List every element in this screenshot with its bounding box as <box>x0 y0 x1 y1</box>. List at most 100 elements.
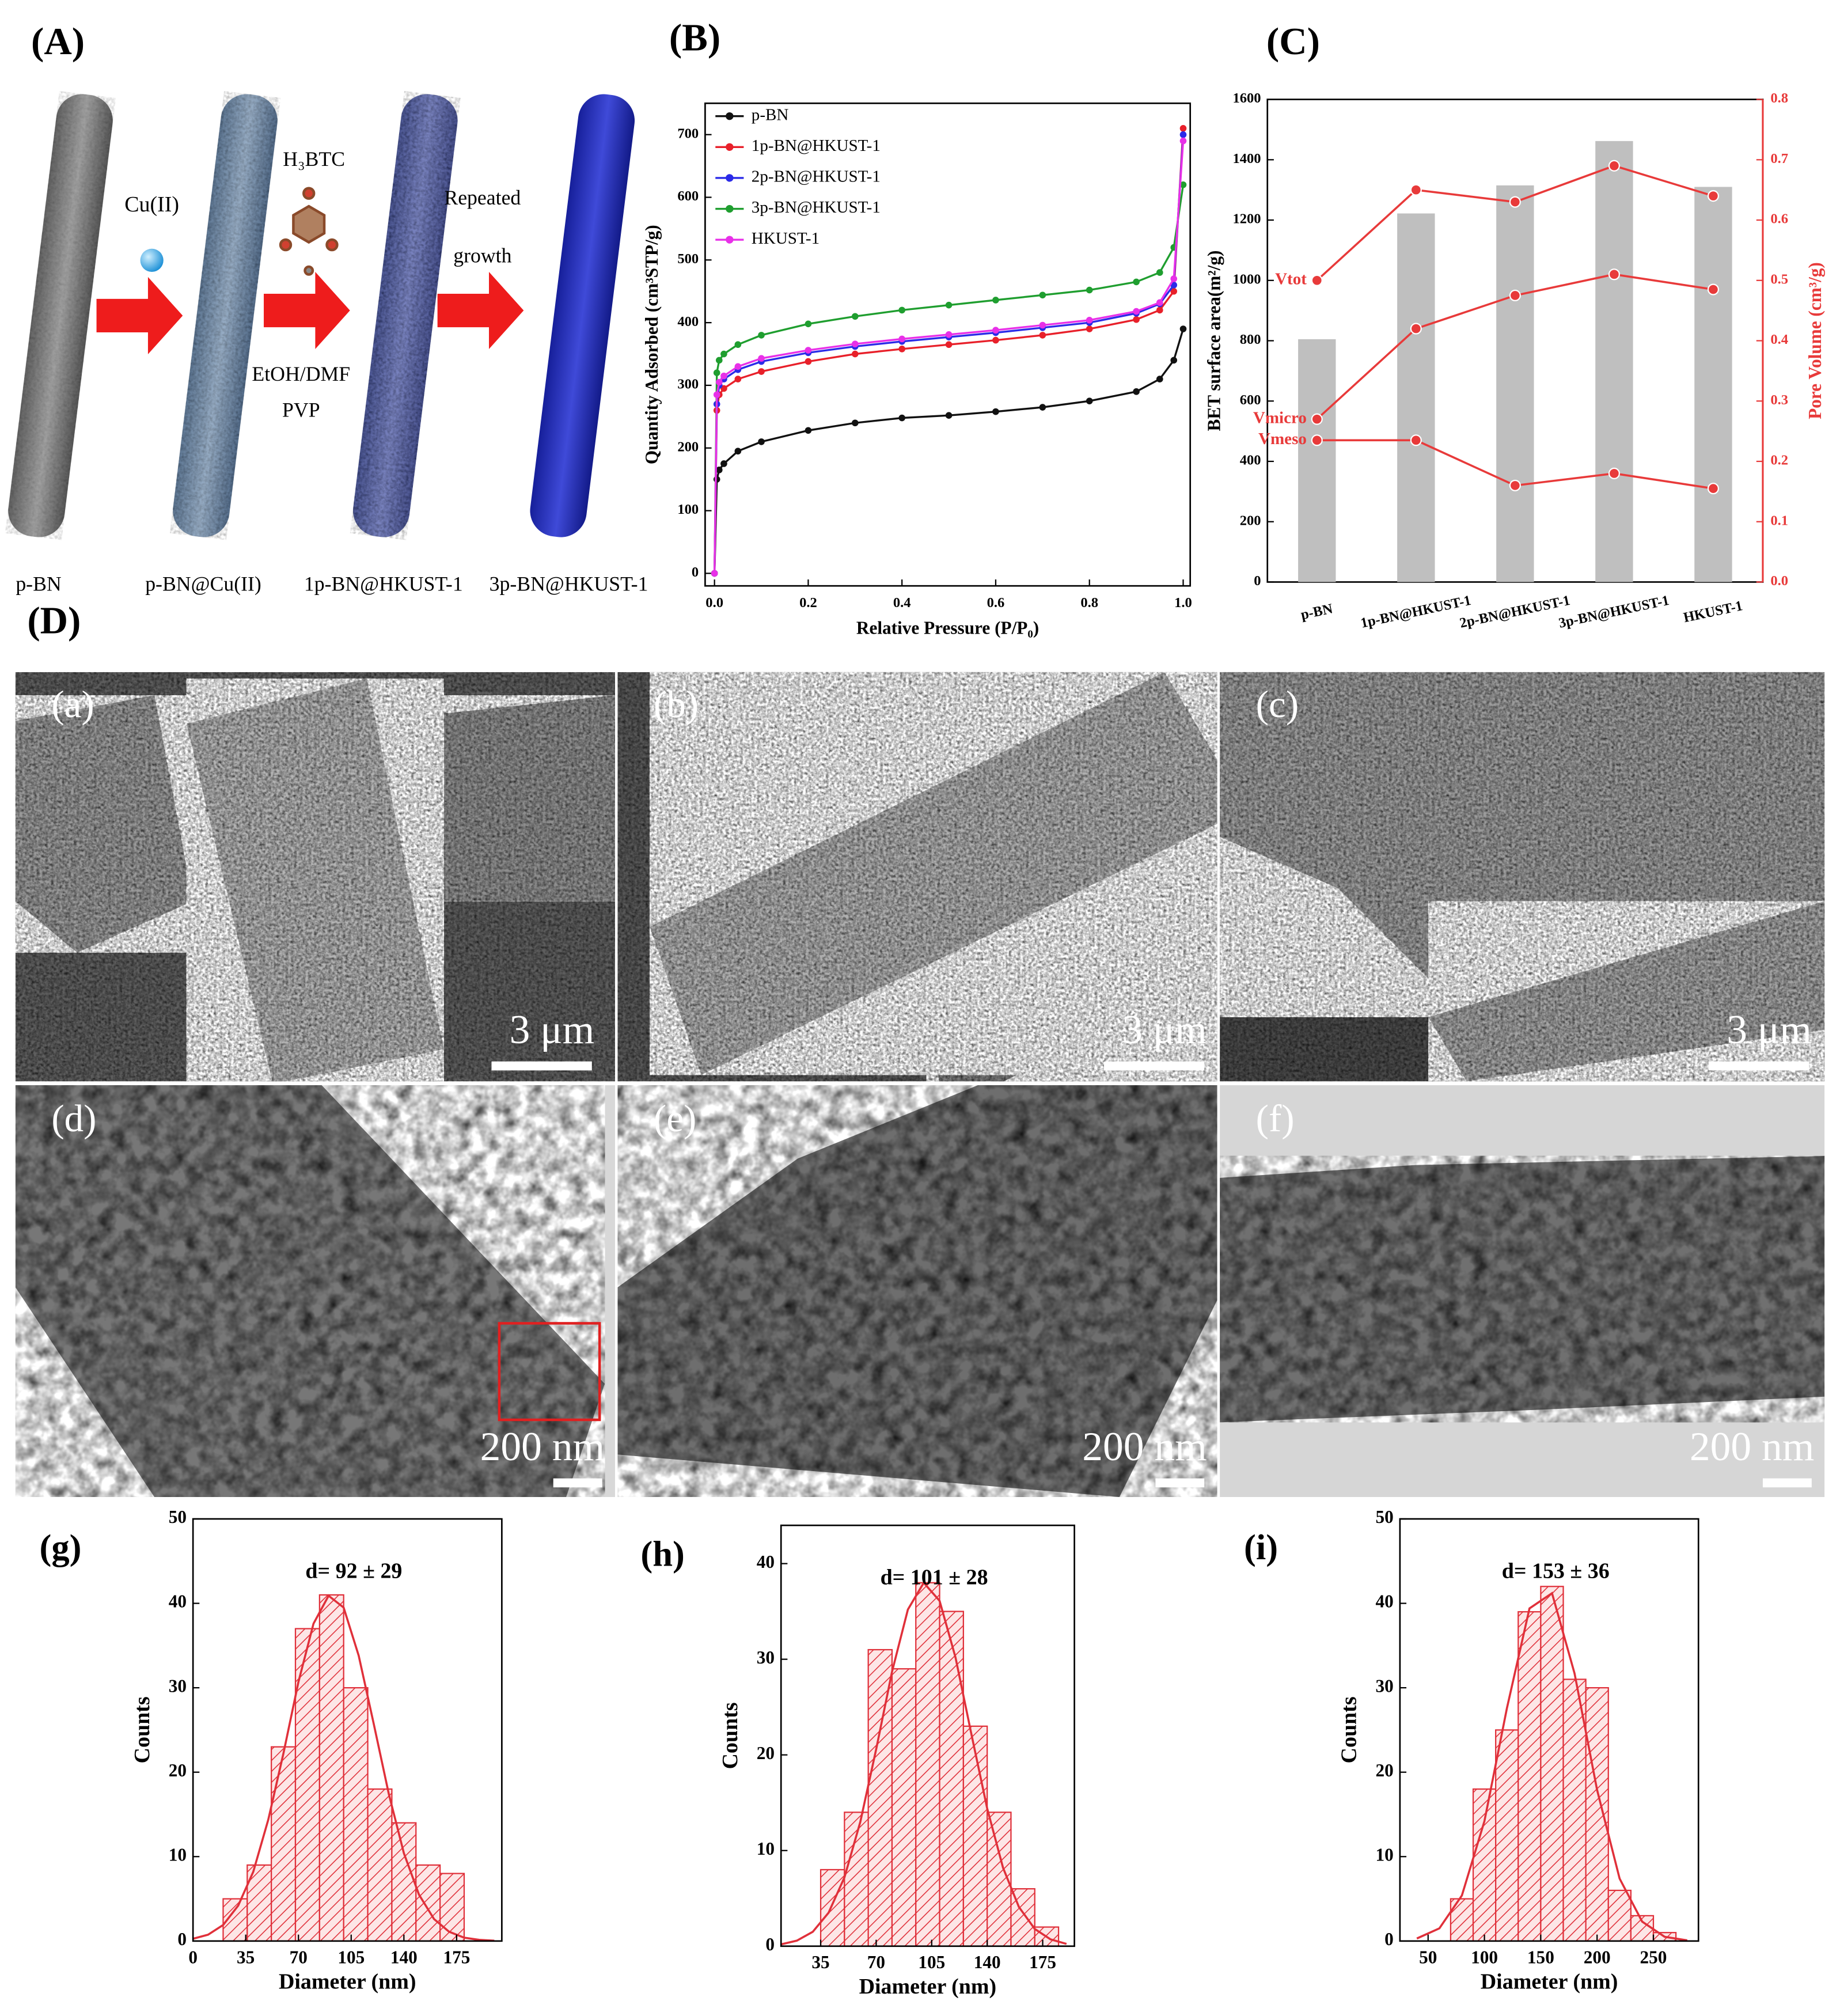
data-point <box>1156 306 1163 314</box>
panel-label: (h) <box>640 1533 684 1574</box>
histogram-bar <box>891 1668 917 1947</box>
y-tick-label: 10 <box>1375 1844 1393 1865</box>
rod <box>373 695 615 901</box>
rod <box>186 679 444 1082</box>
fit-curve <box>780 1581 1067 1946</box>
tile-label: (c) <box>1256 683 1299 726</box>
x-tick-label: 0.4 <box>893 595 911 611</box>
x-tick-label: p-BN <box>1299 601 1334 623</box>
tube-crystals <box>353 94 458 537</box>
tube-pores <box>173 94 278 537</box>
legend-label: 3p-BN@HKUST-1 <box>752 198 881 217</box>
x-tick-label: 140 <box>974 1952 1001 1972</box>
data-point <box>1039 321 1046 329</box>
stage-label: 1p-BN@HKUST-1 <box>304 572 463 595</box>
y-tick-label: 50 <box>1375 1507 1393 1527</box>
data-point <box>1156 269 1163 276</box>
y-tick-label: 1000 <box>1232 271 1261 287</box>
sem-image <box>1220 672 1825 1082</box>
data-point <box>851 350 859 358</box>
legend-marker <box>726 112 734 120</box>
y-tick-label: 40 <box>169 1591 187 1612</box>
legend-label: HKUST-1 <box>752 229 820 248</box>
data-point <box>945 412 953 419</box>
data-point <box>1086 316 1093 324</box>
y-axis-title: BET surface area(m²/g) <box>1204 251 1224 431</box>
chart: (h) 0 10 20 30 40 35 70 105 140 175 Diameter (nm) Co… <box>640 1524 1075 1999</box>
x-tick-label: 200 <box>1584 1947 1611 1967</box>
data-point <box>1156 376 1163 382</box>
y-tick-label: 20 <box>169 1760 187 1780</box>
histogram-bar <box>1517 1611 1542 1942</box>
y-tick-label: 700 <box>677 126 699 141</box>
tile-label: (f) <box>1256 1097 1295 1140</box>
y-tick-label: 50 <box>169 1507 187 1527</box>
y-tick-label: 400 <box>1240 453 1261 468</box>
data-point <box>1410 434 1422 446</box>
scale-bars <box>491 1061 1812 1488</box>
x-axis-title: Diameter (nm) <box>1481 1969 1618 1994</box>
data-point <box>1311 434 1323 446</box>
data-point <box>715 378 723 386</box>
data-point <box>1179 131 1187 138</box>
tube <box>173 94 278 537</box>
data-point <box>1179 181 1187 188</box>
data-point <box>1179 325 1187 332</box>
bar <box>1496 185 1534 582</box>
tem-image <box>15 1085 615 1498</box>
bar <box>1595 141 1633 582</box>
data-point <box>1170 275 1178 282</box>
y-tick-label: 0 <box>692 564 699 580</box>
data-point <box>992 408 999 415</box>
y2-tick-label: 0.0 <box>1770 573 1788 589</box>
y2-axis-title: Pore Volume (cm³/g) <box>1805 262 1825 419</box>
y2-tick-label: 0.8 <box>1770 90 1788 106</box>
y-tick-label: 1400 <box>1232 151 1261 166</box>
y-tick-label: 30 <box>1375 1676 1393 1696</box>
data-point <box>1179 137 1187 145</box>
rod <box>1428 901 1825 1082</box>
histogram-bar <box>271 1746 297 1942</box>
series-label: Vtot <box>1275 270 1307 288</box>
data-point <box>720 385 727 392</box>
y-tick-label: 100 <box>677 502 699 517</box>
tem-image <box>1220 1085 1825 1498</box>
data-point <box>805 358 812 365</box>
annotation: d= 92 ± 29 <box>305 1559 402 1583</box>
histogram-bar <box>343 1687 369 1942</box>
data-point <box>1707 283 1719 295</box>
x-axis-title: Diameter (nm) <box>859 1975 997 1999</box>
histogram-bar <box>962 1725 988 1947</box>
stage-label: p-BN@Cu(II) <box>145 572 261 595</box>
histogram-bar <box>915 1582 940 1947</box>
data-point <box>1410 323 1422 335</box>
panel-label: (B) <box>669 16 720 59</box>
y-tick-label: 600 <box>677 188 699 204</box>
cu-ion <box>140 248 164 272</box>
y-tick-label: 0 <box>1384 1929 1394 1949</box>
y-tick-label: 30 <box>169 1676 187 1696</box>
x-tick-label: 0.8 <box>1080 595 1098 611</box>
data-point <box>992 336 999 344</box>
y-tick-label: 400 <box>677 314 699 329</box>
stage-label: 3p-BN@HKUST-1 <box>490 572 648 595</box>
fit-curve <box>192 1594 495 1942</box>
panel-label: (A) <box>31 20 85 63</box>
y-tick-label: 1600 <box>1232 90 1261 106</box>
legend-label: 2p-BN@HKUST-1 <box>752 168 881 186</box>
y-tick-label: 10 <box>757 1839 775 1859</box>
x-tick-label: 35 <box>237 1947 255 1967</box>
legend-label: 1p-BN@HKUST-1 <box>752 137 881 155</box>
y-tick-label: 20 <box>1375 1760 1393 1780</box>
legend-label: p-BN <box>752 105 789 124</box>
y-tick-label: 40 <box>1375 1591 1393 1612</box>
y-axis-title: Counts <box>1337 1696 1361 1763</box>
y-tick-label: 10 <box>169 1844 187 1865</box>
data-point <box>992 327 999 334</box>
x-tick-label: 0.0 <box>705 595 723 611</box>
data-point <box>1039 332 1046 339</box>
scale-label: 200 nm <box>1690 1424 1814 1469</box>
y2-tick-label: 0.1 <box>1770 513 1788 528</box>
tile-label: (d) <box>51 1097 96 1140</box>
tile-label: (a) <box>51 683 94 726</box>
